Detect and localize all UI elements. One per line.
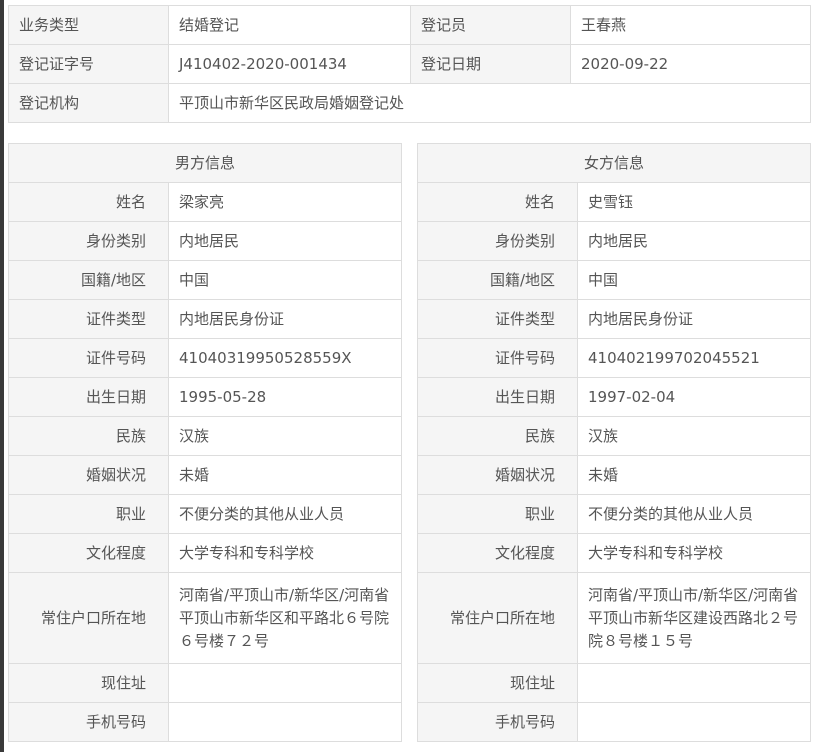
field-value (167, 702, 403, 742)
field-label: 职业 (417, 494, 578, 534)
field-value: 未婚 (576, 455, 812, 495)
field-label: 国籍/地区 (417, 260, 578, 300)
male-info-table: 男方信息 姓名 梁家亮 身份类别 内地居民 国籍/地区 中国 证件类型 内地居民… (7, 143, 403, 742)
table-row: 证件号码 41040319950528559X (8, 338, 403, 378)
table-row: 身份类别 内地居民 (417, 221, 812, 261)
table-row: 婚姻状况 未婚 (8, 455, 403, 495)
field-value: 大学专科和专科学校 (576, 533, 812, 573)
field-label: 证件类型 (417, 299, 578, 339)
reg-date-label: 登记日期 (410, 44, 571, 84)
field-label: 婚姻状况 (8, 455, 169, 495)
field-value: 41040319950528559X (167, 338, 403, 378)
field-value: 汉族 (576, 416, 812, 456)
table-row: 证件类型 内地居民身份证 (417, 299, 812, 339)
field-value: 内地居民身份证 (167, 299, 403, 339)
cert-no-value: J410402-2020-001434 (168, 44, 411, 84)
reg-date-value: 2020-09-22 (570, 44, 811, 84)
field-label: 证件类型 (8, 299, 169, 339)
table-row: 姓名 史雪钰 (417, 182, 812, 222)
field-label: 常住户口所在地 (8, 572, 169, 664)
table-row: 出生日期 1995-05-28 (8, 377, 403, 417)
registrar-label: 登记员 (410, 5, 571, 45)
table-row: 登记证字号 J410402-2020-001434 登记日期 2020-09-2… (8, 44, 811, 84)
registration-summary-table: 业务类型 结婚登记 登记员 王春燕 登记证字号 J410402-2020-001… (8, 5, 811, 123)
field-value: 中国 (576, 260, 812, 300)
field-value: 内地居民 (576, 221, 812, 261)
table-row: 婚姻状况 未婚 (417, 455, 812, 495)
field-value: 梁家亮 (167, 182, 403, 222)
business-type-value: 结婚登记 (168, 5, 411, 45)
table-row: 手机号码 (8, 702, 403, 742)
table-row: 国籍/地区 中国 (417, 260, 812, 300)
female-info-title: 女方信息 (416, 143, 812, 183)
field-label: 身份类别 (417, 221, 578, 261)
field-label: 出生日期 (417, 377, 578, 417)
field-value: 大学专科和专科学校 (167, 533, 403, 573)
field-value: 内地居民身份证 (576, 299, 812, 339)
table-row: 文化程度 大学专科和专科学校 (8, 533, 403, 573)
field-value: 中国 (167, 260, 403, 300)
table-row: 身份类别 内地居民 (8, 221, 403, 261)
field-label: 民族 (417, 416, 578, 456)
cert-no-label: 登记证字号 (8, 44, 169, 84)
field-value: 1997-02-04 (576, 377, 812, 417)
table-row: 女方信息 (416, 143, 812, 183)
field-value (576, 702, 812, 742)
field-value: 不便分类的其他从业人员 (576, 494, 812, 534)
office-value: 平顶山市新华区民政局婚姻登记处 (168, 83, 811, 123)
field-label: 职业 (8, 494, 169, 534)
office-label: 登记机构 (8, 83, 169, 123)
field-label: 姓名 (8, 182, 169, 222)
field-label: 姓名 (417, 182, 578, 222)
field-label: 手机号码 (417, 702, 578, 742)
field-label: 身份类别 (8, 221, 169, 261)
male-info-title: 男方信息 (7, 143, 403, 183)
field-label: 证件号码 (8, 338, 169, 378)
field-label: 常住户口所在地 (417, 572, 578, 664)
table-row: 登记机构 平顶山市新华区民政局婚姻登记处 (8, 83, 811, 123)
field-value: 未婚 (167, 455, 403, 495)
field-value (167, 663, 403, 703)
field-value: 史雪钰 (576, 182, 812, 222)
table-row: 常住户口所在地 河南省/平顶山市/新华区/河南省平顶山市新华区和平路北６号院６号… (8, 572, 403, 664)
field-value: 不便分类的其他从业人员 (167, 494, 403, 534)
field-label: 现住址 (8, 663, 169, 703)
table-row: 男方信息 (7, 143, 403, 183)
table-row: 国籍/地区 中国 (8, 260, 403, 300)
field-value (576, 663, 812, 703)
field-label: 出生日期 (8, 377, 169, 417)
table-row: 姓名 梁家亮 (8, 182, 403, 222)
field-label: 民族 (8, 416, 169, 456)
business-type-label: 业务类型 (8, 5, 169, 45)
field-label: 证件号码 (417, 338, 578, 378)
table-row: 常住户口所在地 河南省/平顶山市/新华区/河南省平顶山市新华区建设西路北２号院８… (417, 572, 812, 664)
field-label: 文化程度 (8, 533, 169, 573)
table-row: 证件号码 410402199702045521 (417, 338, 812, 378)
field-value: 内地居民 (167, 221, 403, 261)
registrar-value: 王春燕 (570, 5, 811, 45)
table-row: 民族 汉族 (8, 416, 403, 456)
table-row: 证件类型 内地居民身份证 (8, 299, 403, 339)
field-value: 410402199702045521 (576, 338, 812, 378)
field-label: 婚姻状况 (417, 455, 578, 495)
field-label: 国籍/地区 (8, 260, 169, 300)
table-row: 民族 汉族 (417, 416, 812, 456)
table-row: 文化程度 大学专科和专科学校 (417, 533, 812, 573)
table-row: 手机号码 (417, 702, 812, 742)
table-row: 职业 不便分类的其他从业人员 (8, 494, 403, 534)
table-row: 业务类型 结婚登记 登记员 王春燕 (8, 5, 811, 45)
field-value: 河南省/平顶山市/新华区/河南省平顶山市新华区和平路北６号院６号楼７２号 (167, 572, 403, 664)
window-edge (0, 0, 4, 752)
table-row: 现住址 (417, 663, 812, 703)
field-value: 1995-05-28 (167, 377, 403, 417)
field-value: 河南省/平顶山市/新华区/河南省平顶山市新华区建设西路北２号院８号楼１５号 (576, 572, 812, 664)
field-label: 文化程度 (417, 533, 578, 573)
field-label: 现住址 (417, 663, 578, 703)
female-info-table: 女方信息 姓名 史雪钰 身份类别 内地居民 国籍/地区 中国 证件类型 内地居民… (416, 143, 812, 742)
table-row: 出生日期 1997-02-04 (417, 377, 812, 417)
field-value: 汉族 (167, 416, 403, 456)
field-label: 手机号码 (8, 702, 169, 742)
table-row: 现住址 (8, 663, 403, 703)
table-row: 职业 不便分类的其他从业人员 (417, 494, 812, 534)
